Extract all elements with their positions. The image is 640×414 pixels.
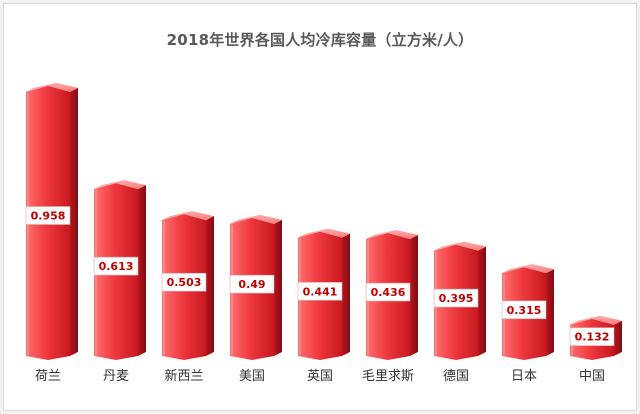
bar-side-face [546,269,554,356]
value-label: 0.613 [99,260,134,273]
bar-group: 0.441 [297,228,350,360]
value-label-box [297,282,343,301]
bar-side-face [70,87,78,357]
value-label: 0.132 [575,331,610,344]
bar-top-face [94,180,146,190]
bar-group: 0.958 [25,82,78,361]
bar-side-face [478,246,486,356]
category-label: 日本 [511,369,537,384]
value-label: 0.315 [507,304,542,317]
bar-group: 0.436 [365,230,418,360]
category-label: 荷兰 [35,369,61,384]
value-label: 0.503 [167,276,202,289]
bar-top-face [434,241,486,251]
bar-top-face [298,228,350,238]
bars-layer: 0.958 0.613 0.503 0.49 0.441 0.436 0.395 0.315 0… [25,82,622,361]
bar-top-face [366,230,418,240]
value-label-box [365,282,411,302]
value-label-box [161,272,207,292]
bar-group: 0.132 [569,315,622,360]
category-label: 美国 [239,369,265,384]
bar-group: 0.503 [161,211,214,360]
bar-top-face [570,315,622,325]
bar-group: 0.49 [229,214,282,360]
value-label-box [569,327,615,346]
value-label-box [229,274,275,294]
bar-side-face [274,219,282,356]
chart-title: 2018年世界各国人均冷库容量（立方米/人） [166,31,474,49]
category-label: 毛里求斯 [362,369,414,384]
bar-top-face [230,214,282,224]
value-label-box [93,256,139,276]
bar-group: 0.613 [93,180,146,360]
value-label: 0.49 [238,278,265,291]
category-label: 英国 [307,369,333,384]
bar-top-face [162,211,214,221]
bar-side-face [342,233,350,356]
bar-side-face [614,320,622,356]
value-label-box [501,300,547,320]
bar-side-face [206,216,214,356]
value-label-box [25,206,71,225]
category-label: 新西兰 [164,368,203,384]
bar-group: 0.315 [501,264,554,360]
value-label: 0.395 [439,292,474,305]
bar-side-face [138,185,146,356]
category-label: 丹麦 [103,369,129,384]
bar-top-face [26,82,78,92]
category-label: 中国 [579,369,605,384]
bar-side-face [410,235,418,356]
value-label: 0.436 [371,286,406,299]
value-label: 0.441 [303,285,338,298]
category-labels-layer: 荷兰 丹麦 新西兰 美国 英国 毛里求斯 德国 日本 中国 [35,368,605,384]
bar-top-face [502,264,554,274]
value-label-box [433,288,479,308]
value-label: 0.958 [31,210,66,223]
category-label: 德国 [443,369,469,384]
bar-group: 0.395 [433,241,486,360]
